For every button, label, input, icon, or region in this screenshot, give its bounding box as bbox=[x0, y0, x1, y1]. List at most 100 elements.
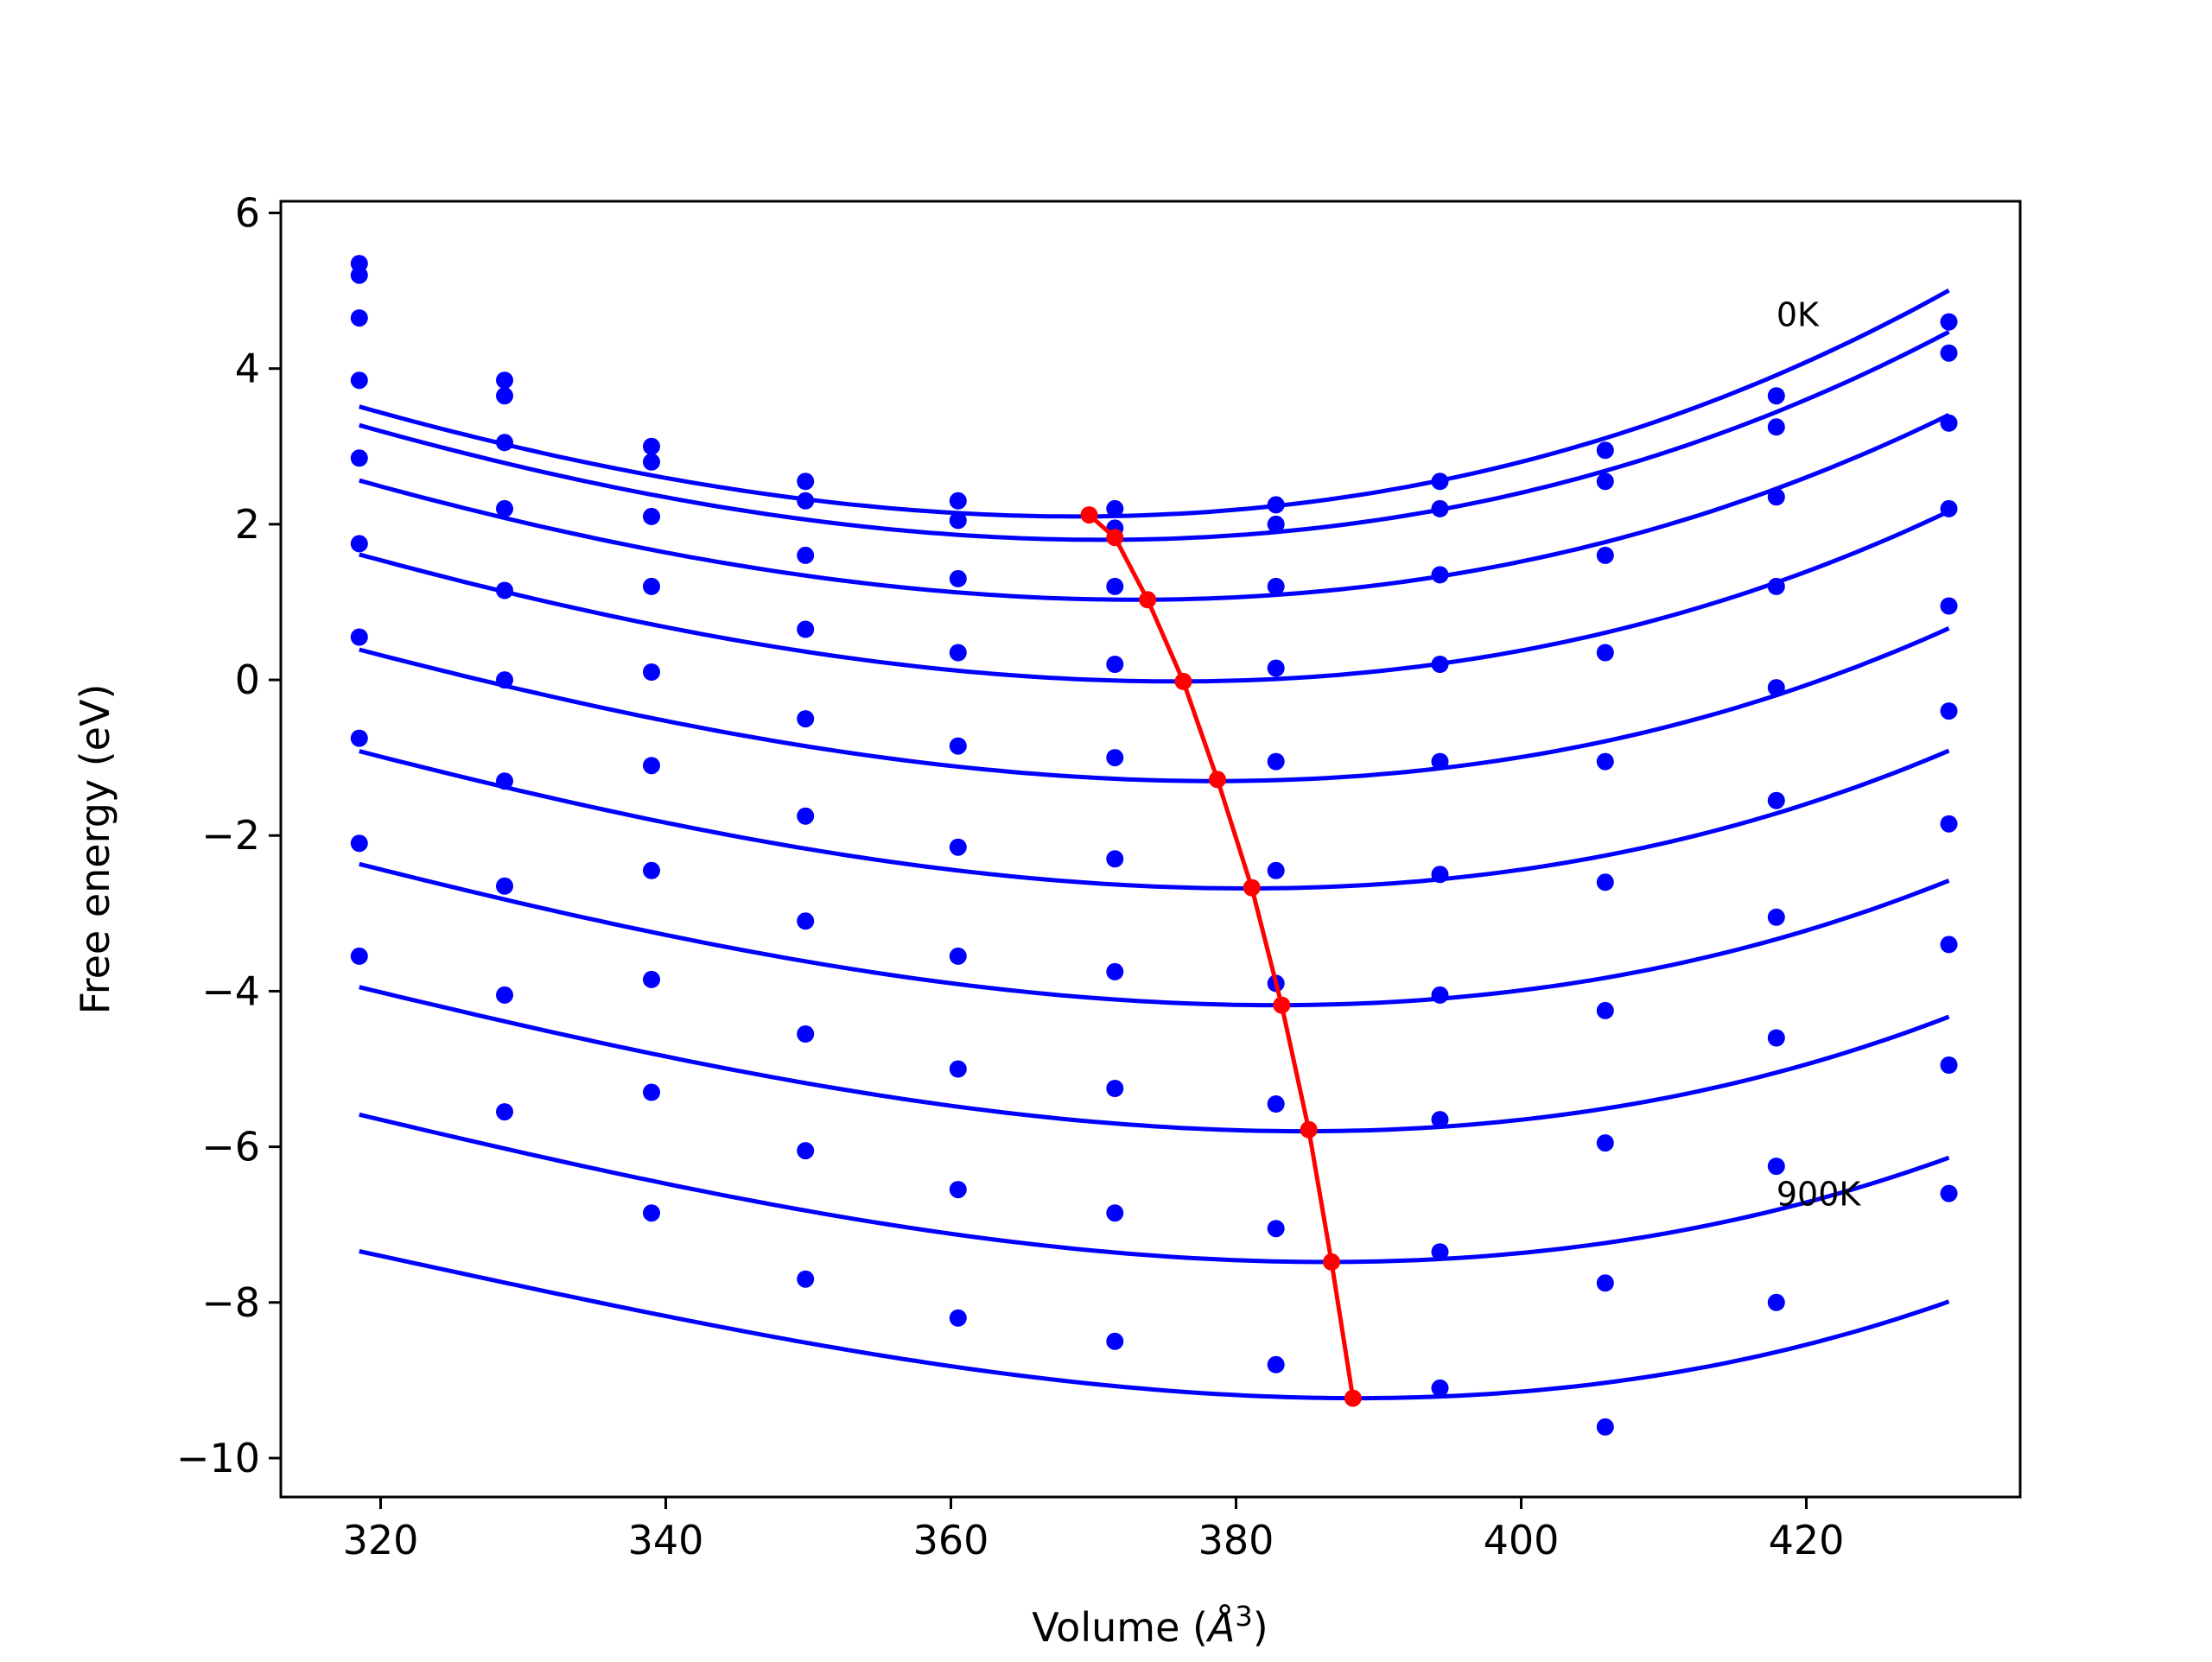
data-point-4-6 bbox=[1267, 752, 1285, 771]
data-point-6-10 bbox=[1940, 815, 1958, 833]
data-point-1-3 bbox=[797, 492, 815, 510]
data-point-4-0 bbox=[350, 449, 368, 467]
data-point-4-9 bbox=[1767, 679, 1785, 697]
data-point-1-4 bbox=[949, 511, 967, 530]
data-point-0-3 bbox=[797, 473, 815, 491]
data-point-8-6 bbox=[1267, 1220, 1285, 1238]
data-point-1-10 bbox=[1940, 344, 1958, 362]
data-point-2-4 bbox=[949, 569, 967, 587]
data-point-9-7 bbox=[1431, 1379, 1449, 1397]
data-point-7-3 bbox=[797, 1025, 815, 1043]
data-point-9-9 bbox=[1767, 1293, 1785, 1311]
data-point-3-10 bbox=[1940, 499, 1958, 517]
x-tick-label-5: 420 bbox=[1769, 1517, 1845, 1564]
data-point-9-0 bbox=[350, 947, 368, 965]
data-point-3-8 bbox=[1596, 644, 1614, 662]
data-point-1-9 bbox=[1767, 418, 1785, 436]
data-point-4-3 bbox=[797, 710, 815, 728]
data-point-4-2 bbox=[643, 663, 660, 681]
y-tick-label-3: −4 bbox=[201, 967, 260, 1014]
data-point-5-2 bbox=[643, 757, 660, 775]
data-point-2-6 bbox=[1267, 577, 1285, 595]
data-point-6-7 bbox=[1431, 986, 1449, 1004]
fit-curve-0 bbox=[359, 289, 1950, 519]
y-tick-label-6: 2 bbox=[235, 501, 260, 548]
annotation-label-1: 900K bbox=[1777, 1176, 1862, 1214]
data-point-3-3 bbox=[797, 620, 815, 638]
data-point-1-2 bbox=[643, 453, 660, 471]
data-point-2-10 bbox=[1940, 414, 1958, 432]
data-point-6-8 bbox=[1596, 1001, 1614, 1019]
data-point-8-10 bbox=[1940, 1056, 1958, 1074]
data-point-3-6 bbox=[1267, 659, 1285, 677]
x-tick-label-4: 400 bbox=[1484, 1517, 1560, 1564]
data-point-0-7 bbox=[1431, 473, 1449, 491]
data-point-6-2 bbox=[643, 861, 660, 879]
fit-curve-9 bbox=[359, 1249, 1950, 1401]
data-point-7-6 bbox=[1267, 1095, 1285, 1113]
x-tick-label-2: 360 bbox=[913, 1517, 989, 1564]
data-point-5-4 bbox=[949, 838, 967, 856]
data-point-2-5 bbox=[1106, 577, 1124, 595]
data-point-7-2 bbox=[643, 970, 660, 988]
data-point-8-0 bbox=[350, 834, 368, 853]
data-point-7-0 bbox=[350, 729, 368, 747]
data-point-5-6 bbox=[1267, 861, 1285, 879]
data-point-8-1 bbox=[496, 986, 513, 1004]
data-point-0-5 bbox=[1106, 499, 1124, 517]
data-point-6-4 bbox=[949, 947, 967, 965]
data-point-7-1 bbox=[496, 877, 513, 895]
data-point-4-5 bbox=[1106, 749, 1124, 767]
data-point-3-4 bbox=[949, 644, 967, 662]
data-point-5-1 bbox=[496, 671, 513, 689]
data-point-4-7 bbox=[1431, 752, 1449, 771]
data-point-3-5 bbox=[1106, 656, 1124, 673]
axes-layer: 320 340 360 380 400 420 −10 −8 −6 −4 −2 0 2 4 6 bbox=[176, 190, 1844, 1564]
data-point-2-0 bbox=[350, 309, 368, 327]
y-tick-label-8: 6 bbox=[235, 190, 260, 237]
plot-frame bbox=[279, 200, 2022, 1499]
data-point-5-0 bbox=[350, 535, 368, 553]
data-point-0-9 bbox=[1767, 387, 1785, 405]
y-tick-label-7: 4 bbox=[235, 346, 260, 392]
data-point-5-10 bbox=[1940, 702, 1958, 720]
data-point-7-9 bbox=[1767, 1029, 1785, 1047]
annotation-layer: 0K 900K bbox=[1777, 296, 1862, 1214]
data-point-6-5 bbox=[1106, 962, 1124, 980]
minimum-point-8 bbox=[1323, 1253, 1340, 1271]
data-point-2-2 bbox=[643, 507, 660, 525]
data-point-5-9 bbox=[1767, 791, 1785, 809]
fit-curve-2 bbox=[359, 413, 1950, 602]
x-tick-label-3: 380 bbox=[1198, 1517, 1274, 1564]
data-point-7-5 bbox=[1106, 1080, 1124, 1097]
y-tick-label-1: −8 bbox=[201, 1279, 260, 1326]
data-point-1-8 bbox=[1596, 473, 1614, 491]
minimum-point-2 bbox=[1139, 591, 1157, 609]
minimum-point-4 bbox=[1209, 771, 1226, 789]
data-point-9-6 bbox=[1267, 1355, 1285, 1373]
data-point-1-6 bbox=[1267, 515, 1285, 533]
y-tick-label-5: 0 bbox=[235, 657, 260, 703]
data-point-2-8 bbox=[1596, 546, 1614, 564]
minimum-point-5 bbox=[1243, 879, 1261, 897]
data-point-9-4 bbox=[949, 1309, 967, 1327]
data-point-2-3 bbox=[797, 546, 815, 564]
minimum-point-1 bbox=[1106, 529, 1124, 547]
data-point-9-5 bbox=[1106, 1332, 1124, 1350]
data-point-3-9 bbox=[1767, 577, 1785, 595]
minimum-point-9 bbox=[1344, 1389, 1362, 1407]
minimum-point-6 bbox=[1273, 996, 1291, 1014]
data-point-6-0 bbox=[350, 628, 368, 646]
data-point-8-3 bbox=[797, 1142, 815, 1160]
data-point-0-2 bbox=[643, 437, 660, 455]
data-layer bbox=[350, 255, 1958, 1436]
x-tick-label-1: 340 bbox=[628, 1517, 704, 1564]
data-point-0-10 bbox=[1940, 313, 1958, 331]
data-point-9-2 bbox=[643, 1204, 660, 1222]
data-point-8-4 bbox=[949, 1181, 967, 1199]
data-point-7-7 bbox=[1431, 1111, 1449, 1129]
data-point-9-8 bbox=[1596, 1418, 1614, 1436]
data-point-2-7 bbox=[1431, 566, 1449, 584]
data-point-8-2 bbox=[643, 1083, 660, 1101]
